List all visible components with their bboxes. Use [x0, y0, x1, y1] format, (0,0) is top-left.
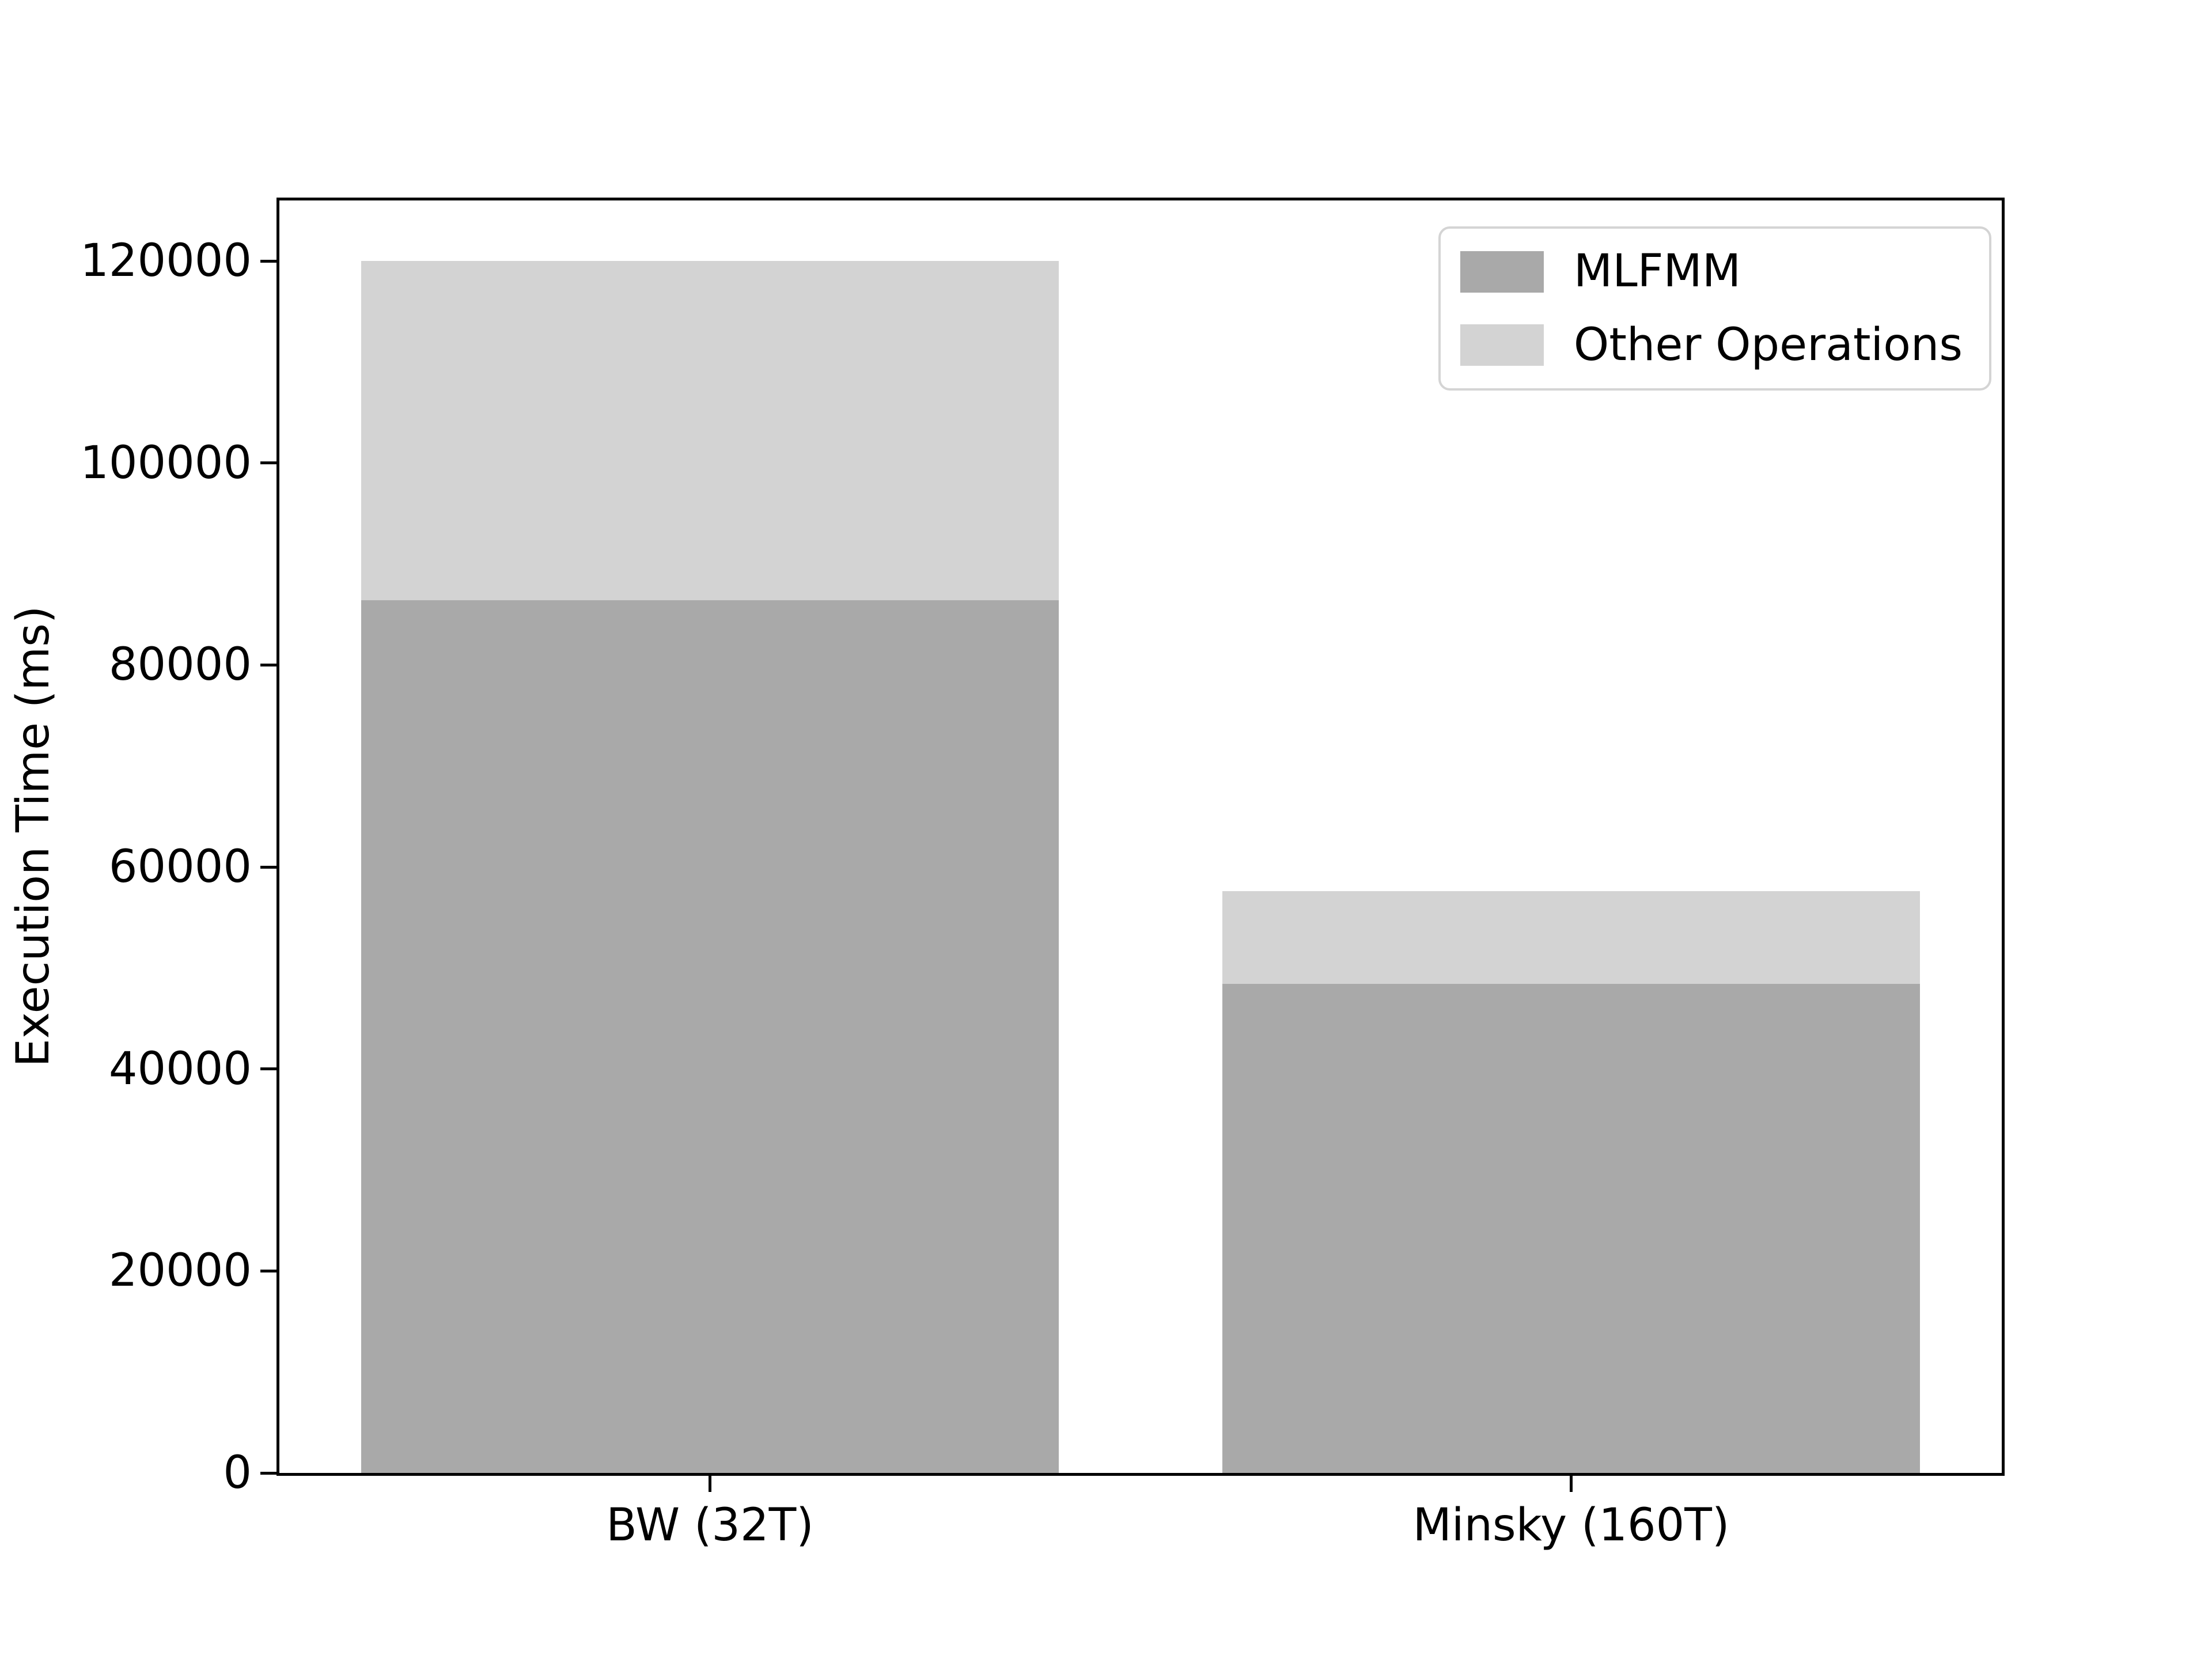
bar-segment-mlfmm-minsky-160t- [1222, 984, 1920, 1473]
y-tick-label: 0 [223, 1447, 252, 1499]
y-tick-label: 60000 [108, 841, 252, 893]
y-tick-label: 100000 [80, 437, 252, 489]
y-tick-mark [260, 1471, 276, 1475]
y-axis-title: Execution Time (ms) [7, 605, 59, 1067]
y-tick-label: 40000 [108, 1043, 252, 1095]
legend-label-mlfmm: MLFMM [1573, 245, 1741, 297]
y-tick-mark [260, 865, 276, 869]
y-tick-mark [260, 1067, 276, 1071]
legend: MLFMM Other Operations [1438, 226, 1991, 391]
bar-segment-other-operations-bw-32t- [361, 261, 1059, 601]
x-tick-label-minsky-160t-: Minsky (160T) [1412, 1499, 1730, 1551]
legend-swatch-mlfmm [1460, 251, 1544, 293]
y-tick-label: 80000 [108, 639, 252, 691]
x-tick-mark [1570, 1476, 1573, 1492]
legend-label-other-operations: Other Operations [1573, 319, 1963, 371]
x-tick-label-bw-32t-: BW (32T) [606, 1499, 814, 1551]
bar-segment-mlfmm-bw-32t- [361, 600, 1059, 1473]
plot-area: MLFMM Other Operations 0 20000 40000 60000 8… [80, 198, 2005, 1548]
y-tick-mark [260, 663, 276, 666]
y-tick-mark [260, 259, 276, 263]
legend-item-mlfmm: MLFMM [1460, 244, 1963, 300]
legend-item-other-operations: Other Operations [1460, 317, 1963, 374]
y-tick-mark [260, 1269, 276, 1272]
legend-swatch-other-operations [1460, 324, 1544, 366]
y-tick-label: 120000 [80, 235, 252, 287]
y-tick-mark [260, 461, 276, 465]
y-tick-label: 20000 [108, 1245, 252, 1297]
x-tick-mark [709, 1476, 711, 1492]
bar-segment-other-operations-minsky-160t- [1222, 891, 1920, 984]
